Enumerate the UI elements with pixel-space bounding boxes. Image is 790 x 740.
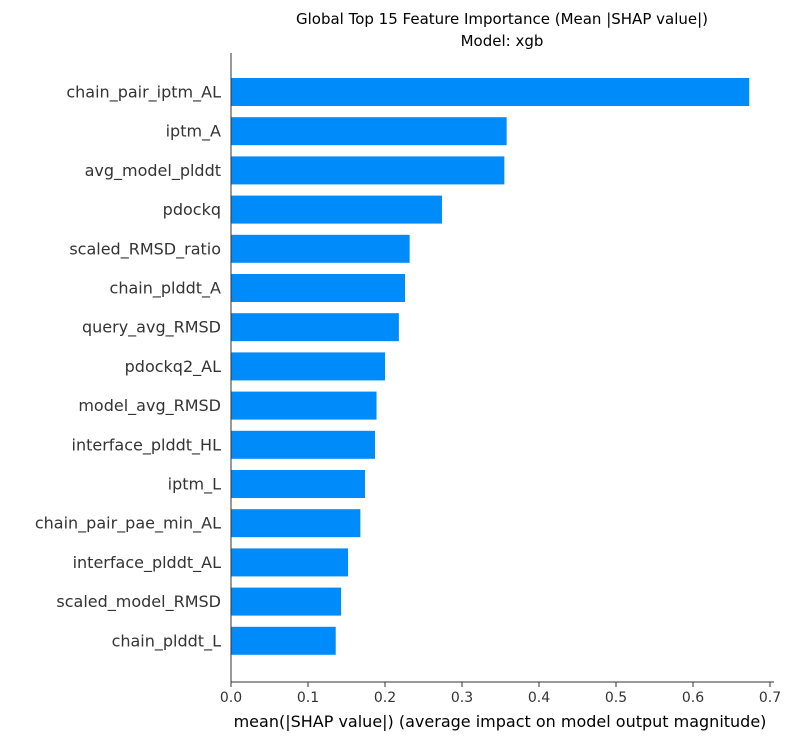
bar-pdockq2_AL bbox=[231, 352, 385, 381]
bar-pdockq bbox=[231, 195, 442, 224]
bar-chain_pair_pae_min_AL bbox=[231, 509, 361, 538]
category-label: chain_plddt_L bbox=[112, 631, 222, 651]
category-label: interface_plddt_HL bbox=[72, 435, 222, 455]
x-ticks-group: 0.0 0.1 0.2 0.3 0.4 0.5 0.6 0.7 bbox=[220, 682, 781, 706]
x-tick-label: 0.5 bbox=[605, 690, 627, 706]
category-label: pdockq2_AL bbox=[125, 357, 221, 377]
x-tick-label: 0.1 bbox=[297, 690, 319, 706]
category-label: iptm_A bbox=[166, 122, 221, 142]
bar-model_avg_RMSD bbox=[231, 391, 377, 420]
category-label: scaled_RMSD_ratio bbox=[69, 239, 221, 259]
chart-title: Global Top 15 Feature Importance (Mean |… bbox=[296, 10, 708, 28]
category-label: chain_pair_pae_min_AL bbox=[35, 514, 221, 534]
bar-iptm_L bbox=[231, 470, 365, 498]
bar-avg_model_plddt bbox=[231, 156, 505, 185]
bar-chain_plddt_L bbox=[231, 626, 336, 655]
category-label: scaled_model_RMSD bbox=[56, 592, 221, 612]
category-label: model_avg_RMSD bbox=[78, 396, 221, 416]
bars-group bbox=[231, 78, 750, 655]
bar-chain_pair_iptm_AL bbox=[231, 78, 750, 106]
x-tick-label: 0.4 bbox=[528, 690, 550, 706]
category-label: pdockq bbox=[163, 200, 221, 219]
category-label: iptm_L bbox=[168, 475, 221, 495]
category-label: query_avg_RMSD bbox=[82, 318, 221, 338]
chart-subtitle: Model: xgb bbox=[461, 32, 544, 50]
bar-scaled_model_RMSD bbox=[231, 587, 342, 616]
bar-scaled_RMSD_ratio bbox=[231, 234, 410, 263]
bar-query_avg_RMSD bbox=[231, 313, 399, 342]
x-tick-label: 0.0 bbox=[220, 690, 242, 706]
category-label: interface_plddt_AL bbox=[73, 553, 221, 573]
bar-interface_plddt_AL bbox=[231, 548, 349, 577]
category-labels-group: chain_pair_iptm_AL iptm_A avg_model_plddtp… bbox=[35, 83, 221, 652]
x-tick-label: 0.2 bbox=[374, 690, 396, 706]
x-axis-label: mean(|SHAP value|) (average impact on mo… bbox=[234, 712, 767, 731]
category-label: chain_pair_iptm_AL bbox=[66, 83, 221, 103]
x-tick-label: 0.3 bbox=[451, 690, 473, 706]
category-label: avg_model_plddt bbox=[85, 161, 221, 181]
x-tick-label: 0.7 bbox=[759, 690, 781, 706]
x-tick-label: 0.6 bbox=[682, 690, 704, 706]
bar-chain_plddt_A bbox=[231, 274, 406, 302]
bar-interface_plddt_HL bbox=[231, 430, 375, 459]
bar-iptm_A bbox=[231, 117, 507, 146]
category-label: chain_plddt_A bbox=[110, 279, 222, 299]
